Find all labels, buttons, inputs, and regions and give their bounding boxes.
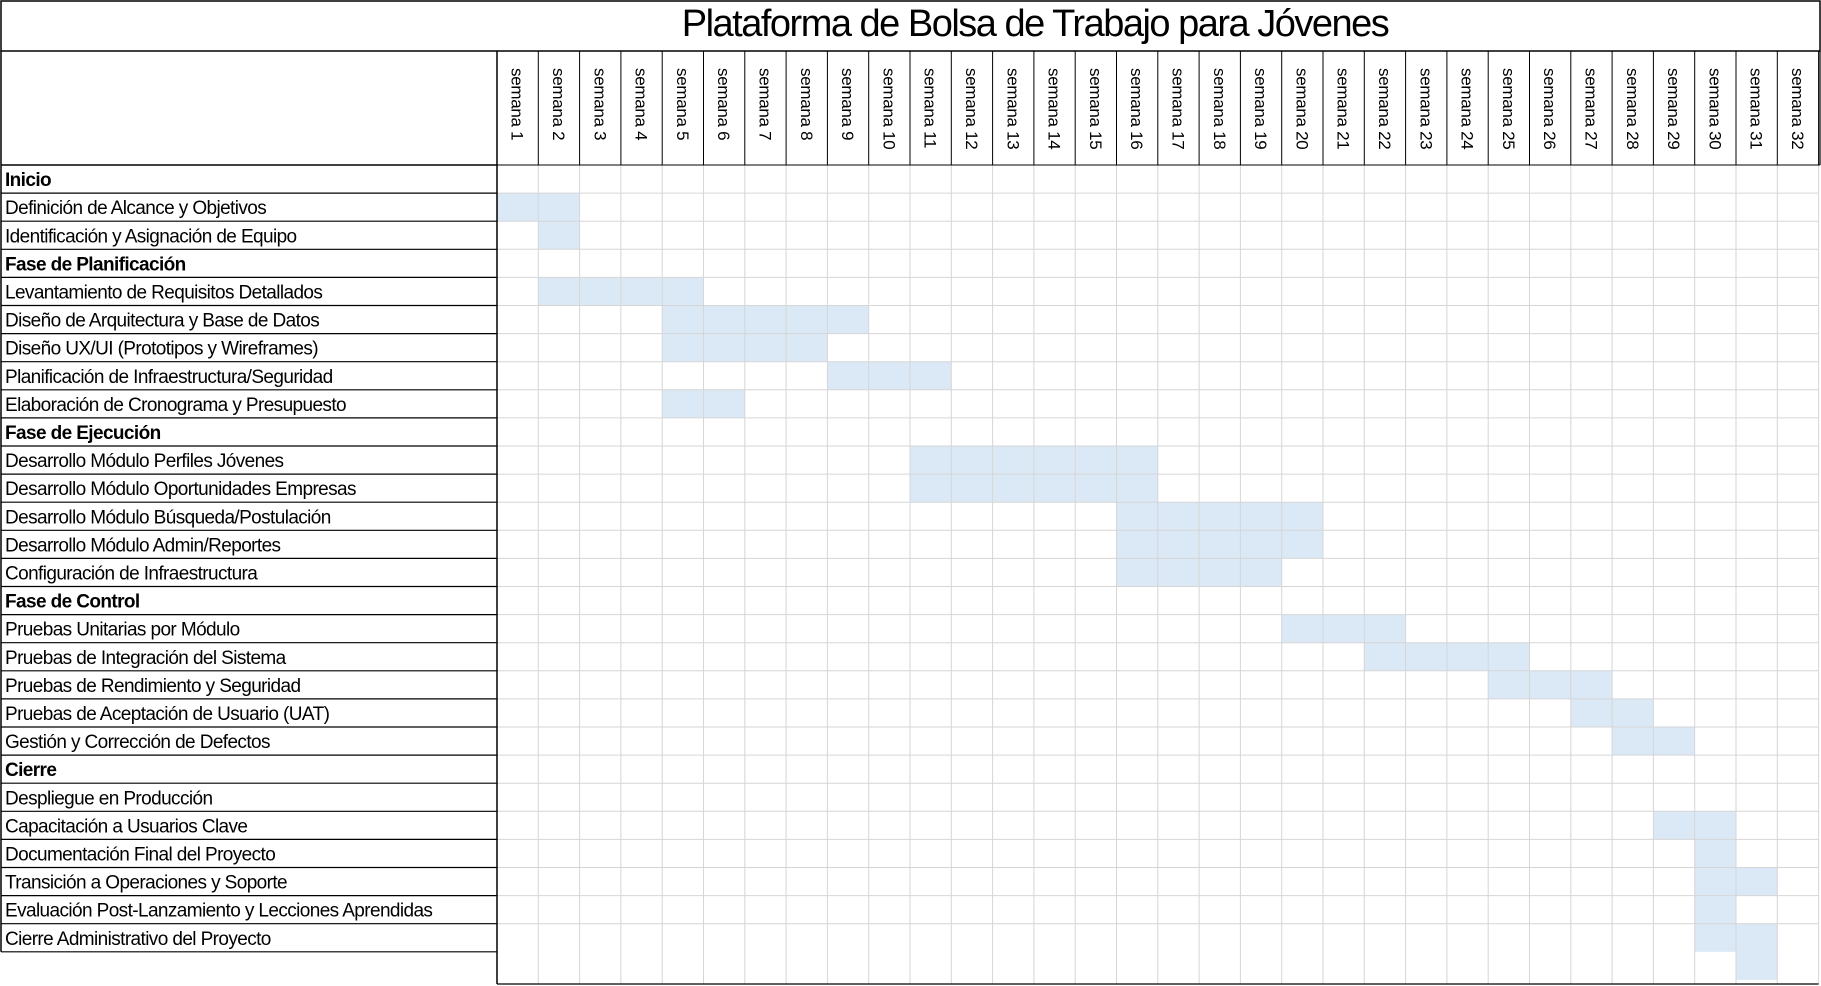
week-header-label: semana 21 [1334,68,1353,149]
task-label: Pruebas Unitarias por Módulo [5,620,240,641]
task-label: Documentación Final del Proyecto [5,844,275,865]
task-bar [1694,895,1736,924]
week-header-label: semana 18 [1210,68,1229,149]
week-header-label: semana 12 [962,68,981,149]
week-header-label: semana 11 [921,68,940,148]
task-label: Desarrollo Módulo Admin/Reportes [5,535,281,556]
week-header-label: semana 25 [1499,68,1518,149]
task-bar [827,361,952,390]
phase-label: Fase de Ejecución [5,423,161,444]
phase-label: Cierre [5,760,56,781]
task-label: Gestión y Corrección de Defectos [5,732,270,753]
week-header-label: semana 29 [1664,68,1683,149]
phase-label: Fase de Planificación [5,254,186,275]
task-labels: Inicio Definición de Alcance y Objetivos I… [5,170,433,950]
week-header-label: semana 13 [1003,68,1022,149]
week-header-label: semana 31 [1747,68,1766,149]
week-header-label: semana 16 [1127,68,1146,149]
week-header-label: semana 26 [1540,68,1559,149]
task-bar [1116,530,1323,559]
task-label: Definición de Alcance y Objetivos [5,198,266,219]
week-header-label: semana 1 [508,68,527,140]
week-header-label: semana 10 [879,68,898,149]
task-bar [1116,502,1323,531]
task-bar [538,221,580,250]
task-label: Desarrollo Módulo Oportunidades Empresas [5,479,356,500]
week-header-label: semana 20 [1292,68,1311,149]
week-header-label: semana 17 [1168,68,1187,149]
task-bar [1694,839,1736,868]
chart-title: Plataforma de Bolsa de Trabajo para Jóve… [682,3,1389,45]
task-label: Planificación de Infraestructura/Segurid… [5,367,333,388]
week-header-label: semana 7 [755,68,774,140]
week-header-label: semana 30 [1705,68,1724,149]
task-label: Desarrollo Módulo Búsqueda/Postulación [5,507,331,528]
week-headers: semana 1 semana 2 semana 3 semana 4 semana 5… [508,68,1807,149]
task-bar [1281,614,1406,643]
week-header-label: semana 23 [1416,68,1435,149]
week-header-label: semana 6 [714,68,733,140]
task-label: Transición a Operaciones y Soporte [5,873,287,894]
task-label: Diseño de Arquitectura y Base de Datos [5,311,319,332]
week-header-label: semana 27 [1581,68,1600,149]
week-header-label: semana 3 [590,68,609,140]
week-header-label: semana 2 [549,68,568,140]
task-bar [1488,670,1613,699]
week-header-label: semana 24 [1458,68,1477,149]
week-header-label: semana 19 [1251,68,1270,149]
task-label: Elaboración de Cronograma y Presupuesto [5,395,346,416]
grid-lines [497,165,1820,984]
task-label: Desarrollo Módulo Perfiles Jóvenes [5,451,284,472]
week-header-label: semana 14 [1045,68,1064,149]
task-label: Evaluación Post-Lanzamiento y Lecciones … [5,901,432,922]
week-header-label: semana 15 [1086,68,1105,149]
task-label: Levantamiento de Requisitos Detallados [5,282,322,303]
task-label: Cierre Administrativo del Proyecto [5,929,271,950]
task-label: Diseño UX/UI (Prototipos y Wireframes) [5,339,318,360]
phase-label: Fase de Control [5,592,140,613]
week-header-label: semana 8 [797,68,816,140]
task-label: Despliegue en Producción [5,788,212,809]
week-header-label: semana 5 [673,68,692,140]
task-label: Pruebas de Aceptación de Usuario (UAT) [5,704,330,725]
task-bar [1736,951,1778,980]
phase-label: Inicio [5,170,51,191]
task-label: Identificación y Asignación de Equipo [5,226,297,247]
task-label: Pruebas de Rendimiento y Seguridad [5,676,300,697]
week-header-label: semana 32 [1788,68,1807,149]
task-label: Capacitación a Usuarios Clave [5,816,247,837]
task-label: Pruebas de Integración del Sistema [5,648,287,669]
task-bar [662,305,869,334]
week-header-label: semana 9 [838,68,857,140]
task-label: Configuración de Infraestructura [5,563,258,584]
week-header-label: semana 28 [1623,68,1642,149]
week-header-label: semana 4 [632,68,651,140]
week-header-label: semana 22 [1375,68,1394,149]
